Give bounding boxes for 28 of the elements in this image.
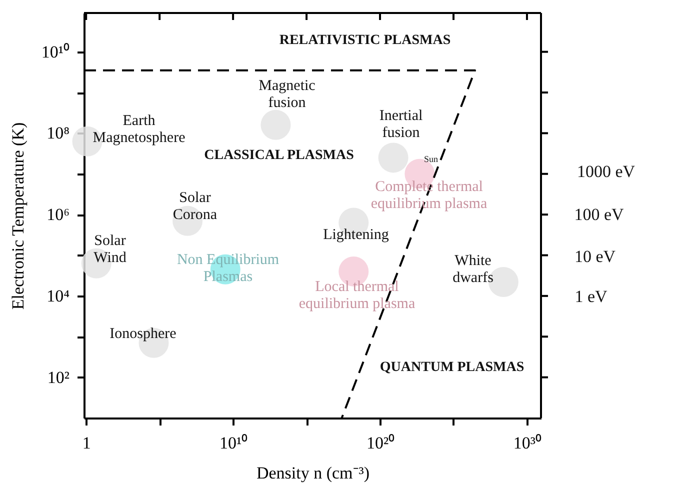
y-tick-label: 10⁸ (46, 124, 70, 143)
x-axis-title: Density n (cm⁻³) (256, 464, 370, 482)
annotation: Local thermal equilibrium plasma (298, 279, 416, 312)
text: 1000 eV (576, 162, 636, 181)
annotation: CLASSICAL PLASMAS (204, 148, 354, 163)
y-tick-label: 10⁴ (46, 286, 70, 306)
annotation: RELATIVISTIC PLASMAS (279, 33, 451, 48)
x-tick-label: 10¹⁰ (220, 434, 248, 452)
annotation: White dwarfs (452, 253, 494, 286)
annotation: Magnetic fusion (258, 78, 316, 111)
x-tick-label: 10²⁰ (366, 434, 395, 452)
annotation: Ionosphere (110, 326, 177, 342)
x-tick-label: 1 (82, 434, 91, 452)
annotation: Earth Magnetosphere (92, 113, 186, 146)
annotation: Solar Corona (172, 190, 218, 223)
y-axis-title: Electronic Temperature (K) (8, 122, 28, 310)
annotation: Sun (424, 154, 438, 164)
text: 1 eV (574, 287, 608, 306)
y-tick-label: 10⁶ (46, 205, 70, 224)
annotation: Inertial fusion (379, 108, 423, 141)
text: 100 eV (574, 205, 625, 224)
annotation: Solar Wind (94, 233, 127, 266)
annotation: Lightening (323, 227, 390, 243)
y-tick-label: 10¹⁰ (41, 42, 70, 62)
y-tick-label: 10² (47, 368, 70, 387)
text: 10 eV (574, 247, 616, 266)
x-tick-label: 10³⁰ (513, 434, 542, 452)
annotation: QUANTUM PLASMAS (380, 360, 524, 375)
